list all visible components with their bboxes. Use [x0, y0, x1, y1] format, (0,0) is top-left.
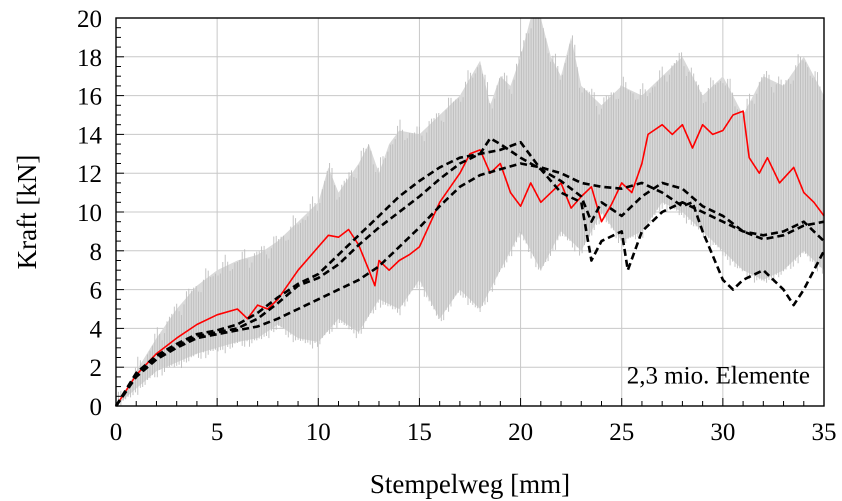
y-tick-label: 20	[77, 6, 102, 33]
y-tick-label: 6	[90, 278, 103, 305]
y-tick-label: 4	[90, 316, 103, 343]
x-tick-label: 30	[710, 419, 735, 446]
minor-ticks	[115, 17, 825, 407]
x-tick-label: 10	[306, 419, 331, 446]
series-line-4	[114, 140, 825, 407]
x-tick-label: 15	[407, 419, 432, 446]
y-tick-label: 8	[90, 239, 103, 266]
y-tick-label: 0	[90, 394, 103, 421]
y-tick-label: 16	[77, 84, 102, 111]
series-lines	[114, 110, 826, 407]
y-tick-label: 10	[77, 200, 102, 227]
x-tick-label: 5	[211, 419, 224, 446]
series-line-1	[115, 110, 825, 407]
y-tick-labels: 0 2 4 6 8 10 12 14 16 18 20	[77, 6, 103, 421]
y-tick-label: 12	[77, 161, 102, 188]
band-hatch	[117, 18, 823, 406]
x-tick-label: 35	[812, 419, 837, 446]
series-line-2	[114, 137, 825, 407]
variance-band	[116, 18, 824, 406]
x-axis-title: Stempelweg [mm]	[370, 469, 570, 499]
y-tick-label: 18	[77, 45, 102, 72]
x-tick-labels: 0 5 10 15 20 25 30 35	[110, 419, 837, 446]
y-tick-label: 14	[77, 122, 103, 149]
y-axis-title: Kraft [kN]	[12, 155, 42, 270]
series-line-3	[114, 162, 826, 407]
y-tick-label: 2	[90, 355, 103, 382]
x-tick-label: 20	[508, 419, 533, 446]
x-tick-label: 0	[110, 419, 123, 446]
x-tick-label: 25	[609, 419, 634, 446]
annotation-label: 2,3 mio. Elemente	[627, 363, 810, 390]
